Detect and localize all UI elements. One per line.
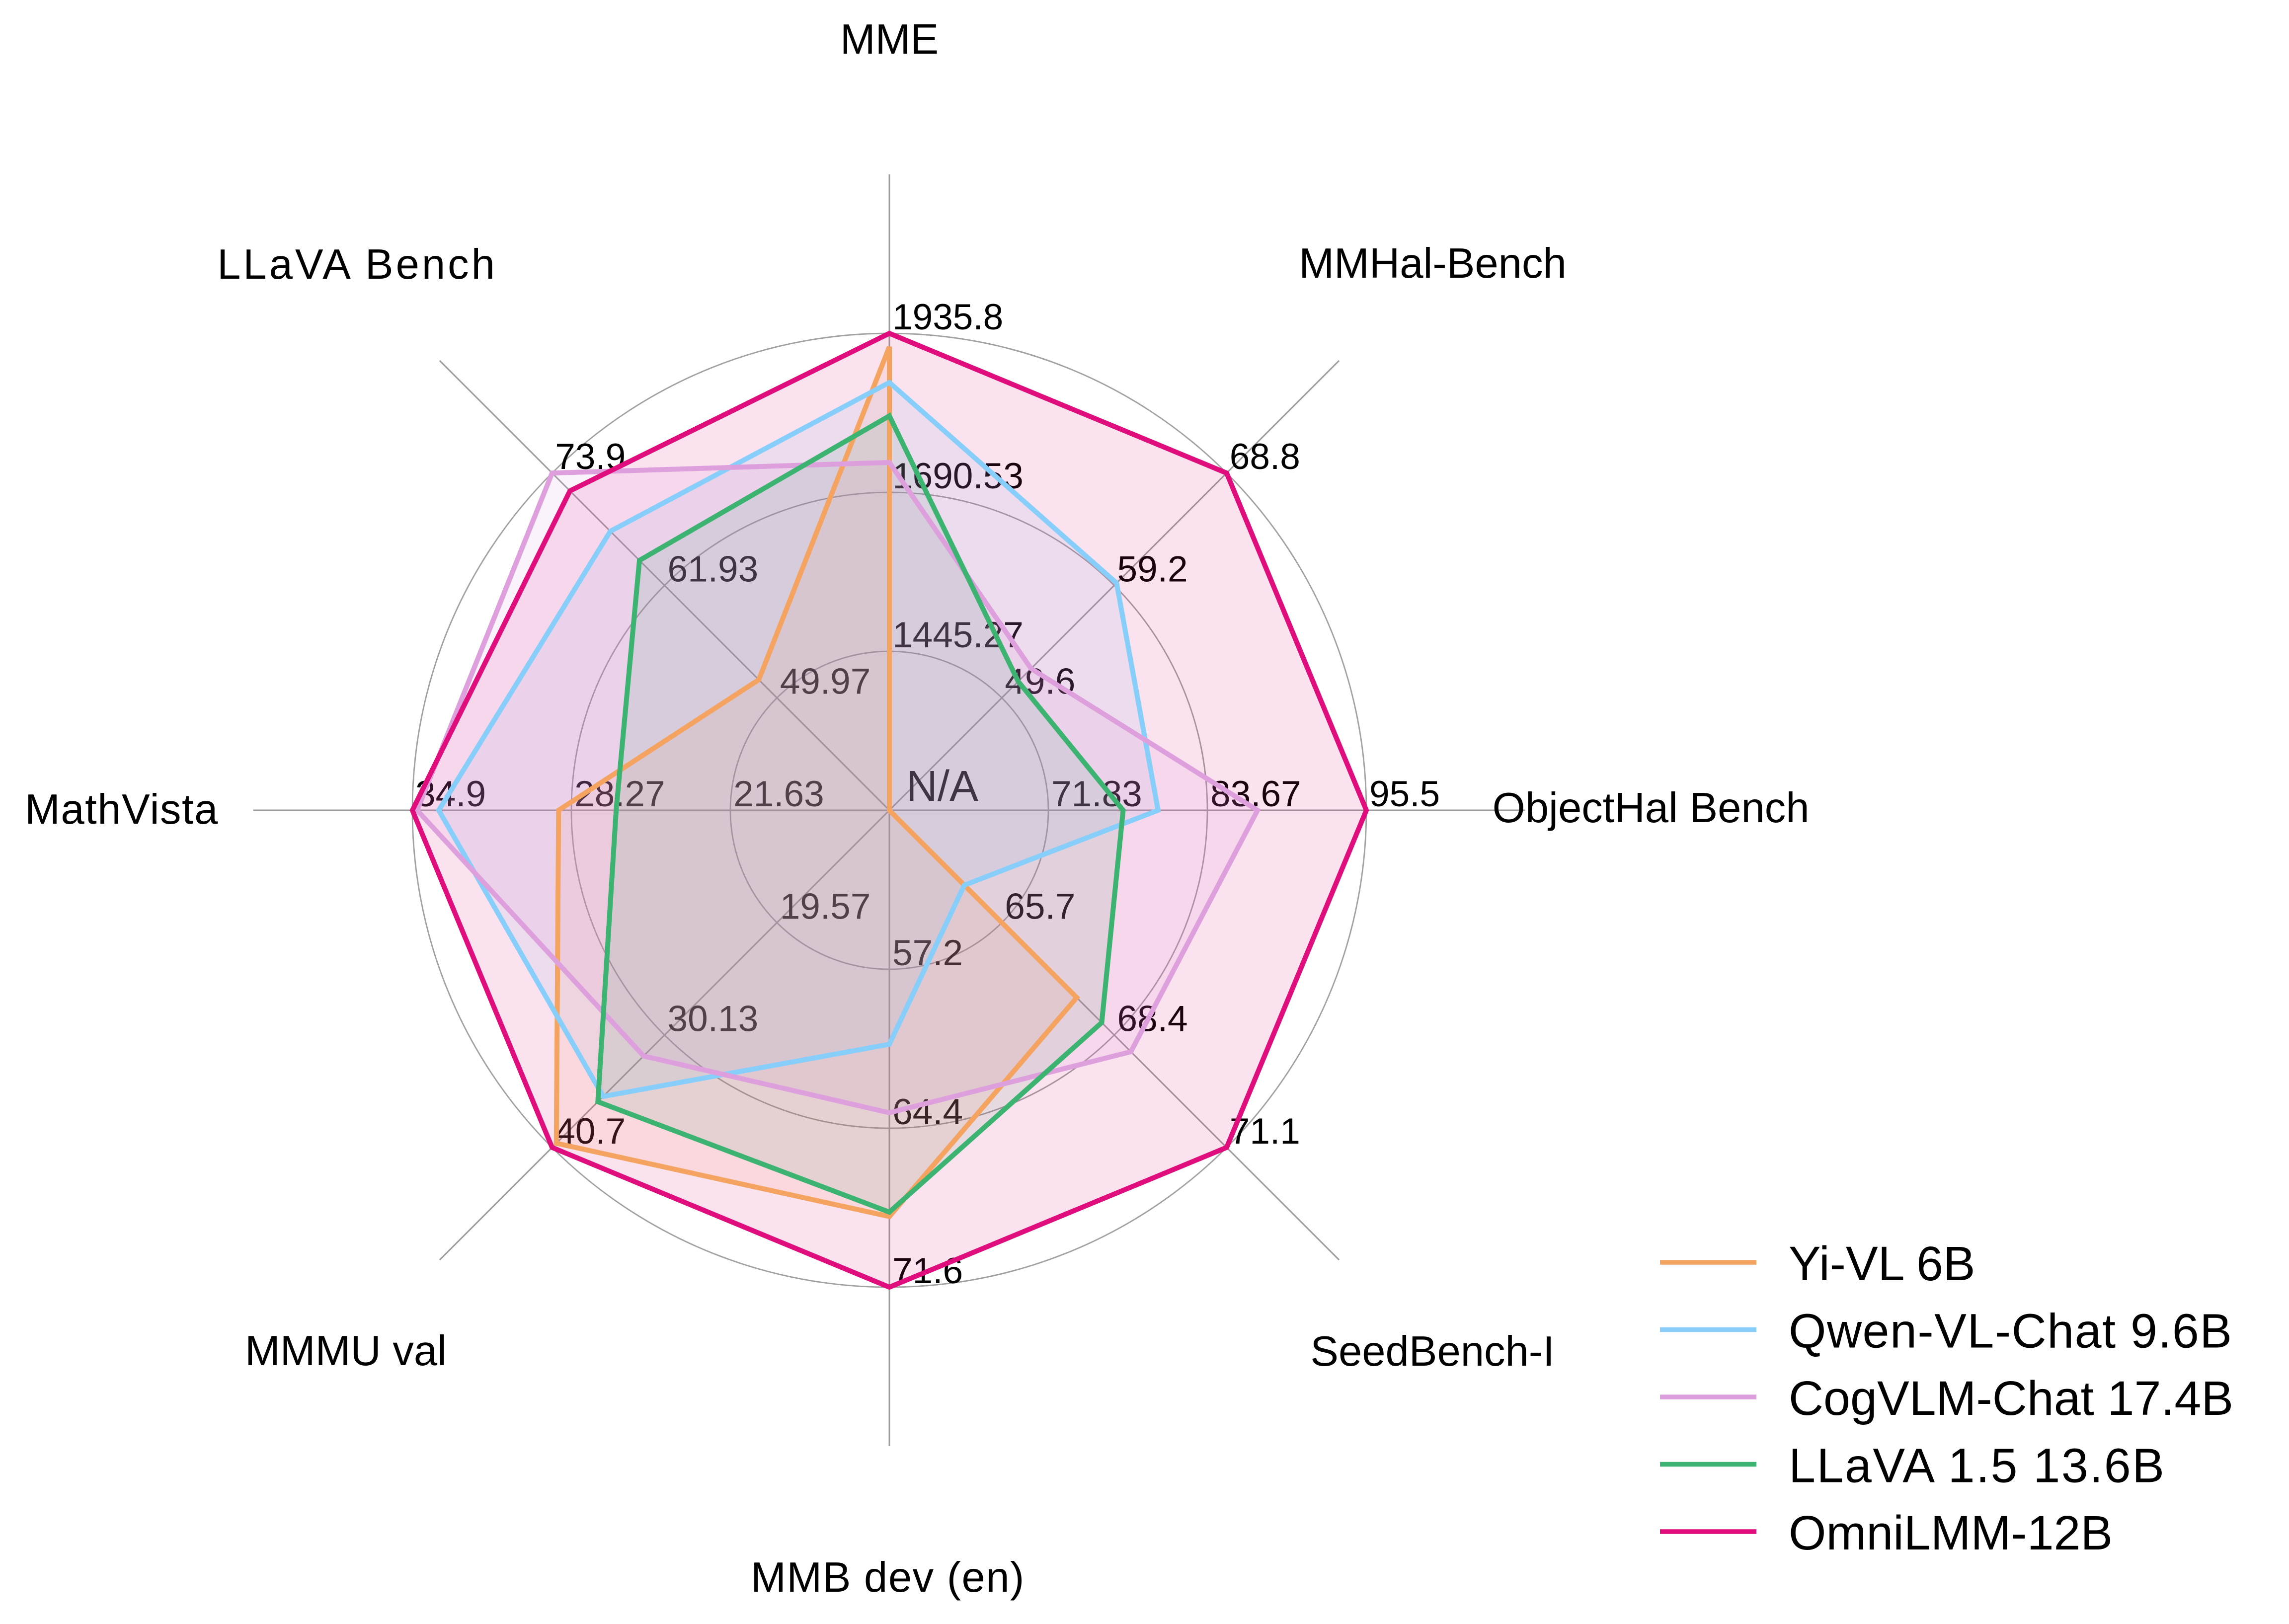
svg-text:49.97: 49.97 [780, 662, 871, 702]
svg-text:ObjectHal Bench: ObjectHal Bench [1493, 784, 1810, 832]
svg-text:LLaVA Bench: LLaVA Bench [217, 241, 497, 288]
svg-text:61.93: 61.93 [668, 549, 759, 590]
svg-text:19.57: 19.57 [780, 886, 871, 927]
svg-text:Qwen-VL-Chat 9.6B: Qwen-VL-Chat 9.6B [1789, 1304, 2233, 1358]
svg-text:SeedBench-I: SeedBench-I [1310, 1328, 1554, 1375]
svg-text:65.7: 65.7 [1005, 886, 1075, 927]
svg-text:Yi-VL 6B: Yi-VL 6B [1789, 1237, 1975, 1291]
svg-text:OmniLMM-12B: OmniLMM-12B [1789, 1506, 2113, 1560]
svg-text:68.8: 68.8 [1230, 437, 1300, 477]
svg-text:59.2: 59.2 [1117, 549, 1188, 590]
svg-text:MMB dev (en): MMB dev (en) [751, 1554, 1025, 1601]
svg-text:95.5: 95.5 [1369, 774, 1440, 814]
svg-text:21.63: 21.63 [733, 774, 824, 814]
svg-text:MMMU val: MMMU val [245, 1327, 447, 1375]
svg-text:30.13: 30.13 [668, 999, 759, 1039]
svg-text:CogVLM-Chat 17.4B: CogVLM-Chat 17.4B [1789, 1371, 2233, 1425]
svg-text:MathVista: MathVista [25, 786, 219, 833]
svg-text:N/A: N/A [906, 762, 978, 810]
svg-text:MME: MME [840, 16, 939, 63]
svg-text:MMHal-Bench: MMHal-Bench [1299, 240, 1566, 287]
svg-text:1935.8: 1935.8 [892, 297, 1003, 337]
svg-text:LLaVA 1.5 13.6B: LLaVA 1.5 13.6B [1789, 1439, 2165, 1493]
